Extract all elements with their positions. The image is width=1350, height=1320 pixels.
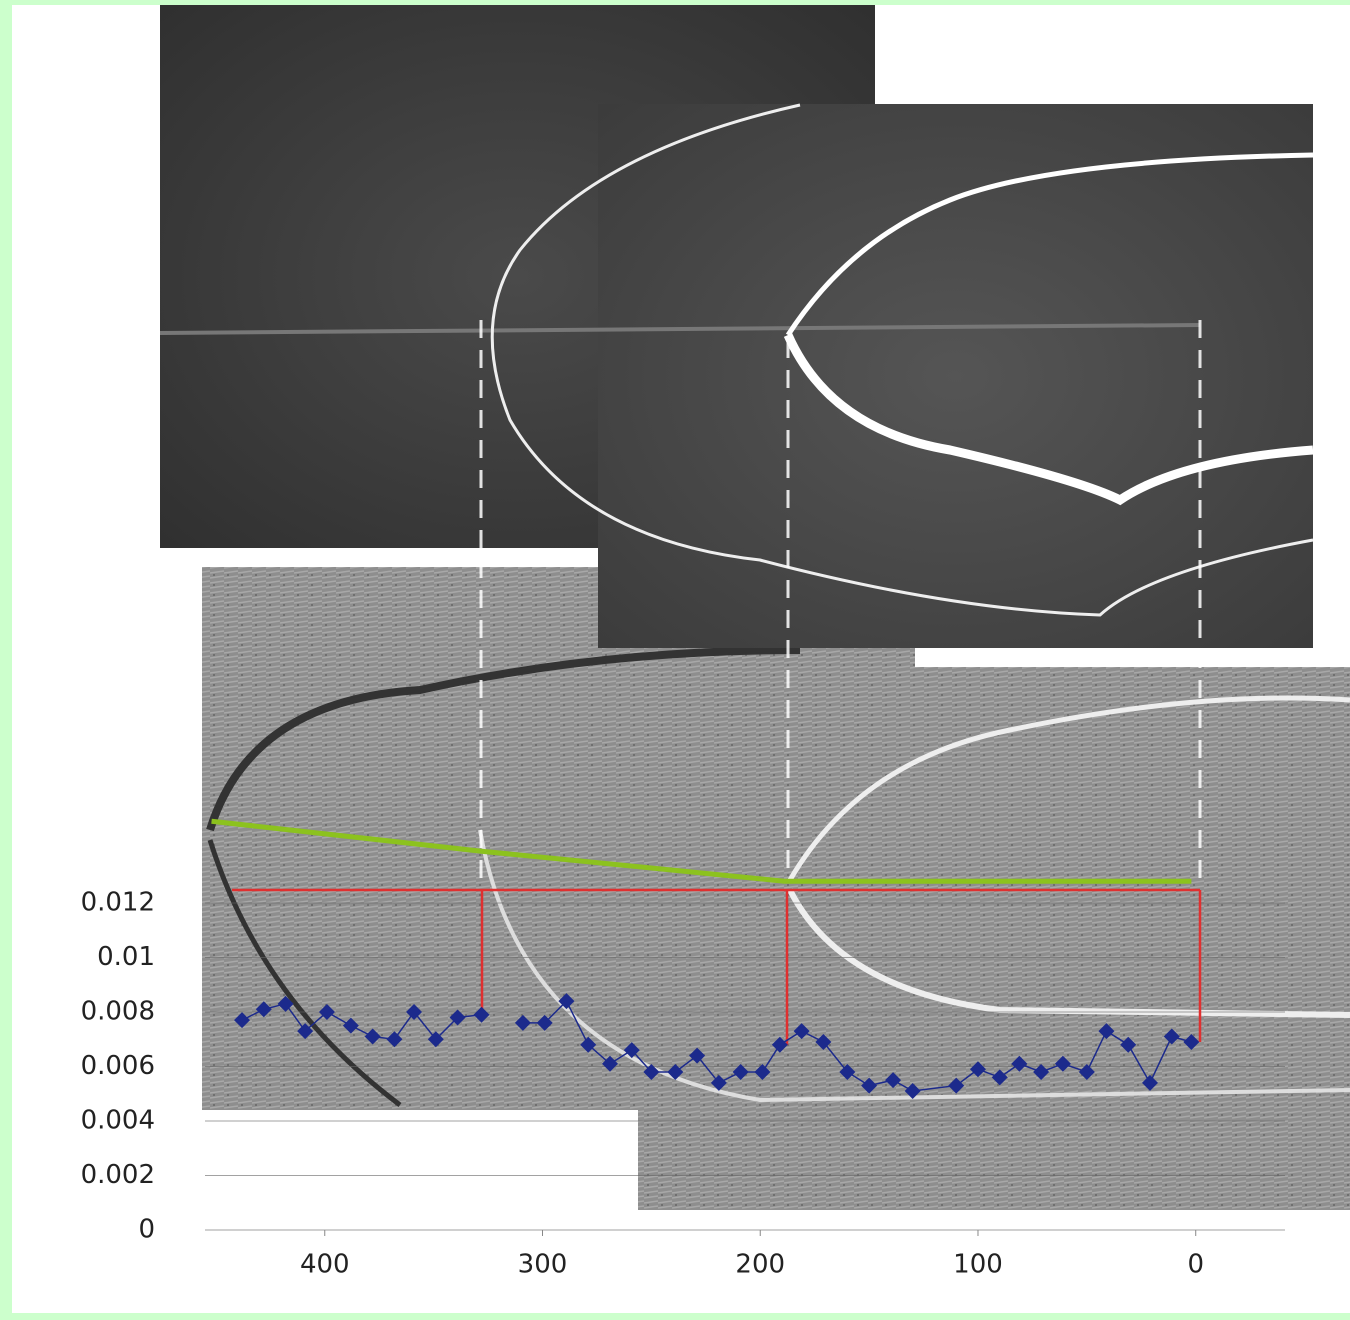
- y-tick-label: 0: [138, 1215, 155, 1245]
- x-tick-label: 200: [735, 1250, 785, 1280]
- y-tick-label: 0.004: [81, 1106, 155, 1136]
- y-tick-label: 0.002: [81, 1160, 155, 1190]
- y-tick-label: 0.01: [97, 942, 155, 972]
- y-tick-label: 0.008: [81, 997, 155, 1027]
- x-tick-label: 0: [1187, 1250, 1204, 1280]
- x-tick-label: 300: [518, 1250, 568, 1280]
- x-tick-label: 400: [300, 1250, 350, 1280]
- y-tick-label: 0.006: [81, 1051, 155, 1081]
- y-tick-label: 0.012: [81, 888, 155, 918]
- x-tick-label: 100: [953, 1250, 1003, 1280]
- figure: 0.012 0.01 0.008 0.006 0.004 0.002 0 400 300 200 1…: [0, 0, 1350, 1320]
- page: 0.012 0.01 0.008 0.006 0.004 0.002 0 400 300 200 1…: [0, 0, 1350, 1320]
